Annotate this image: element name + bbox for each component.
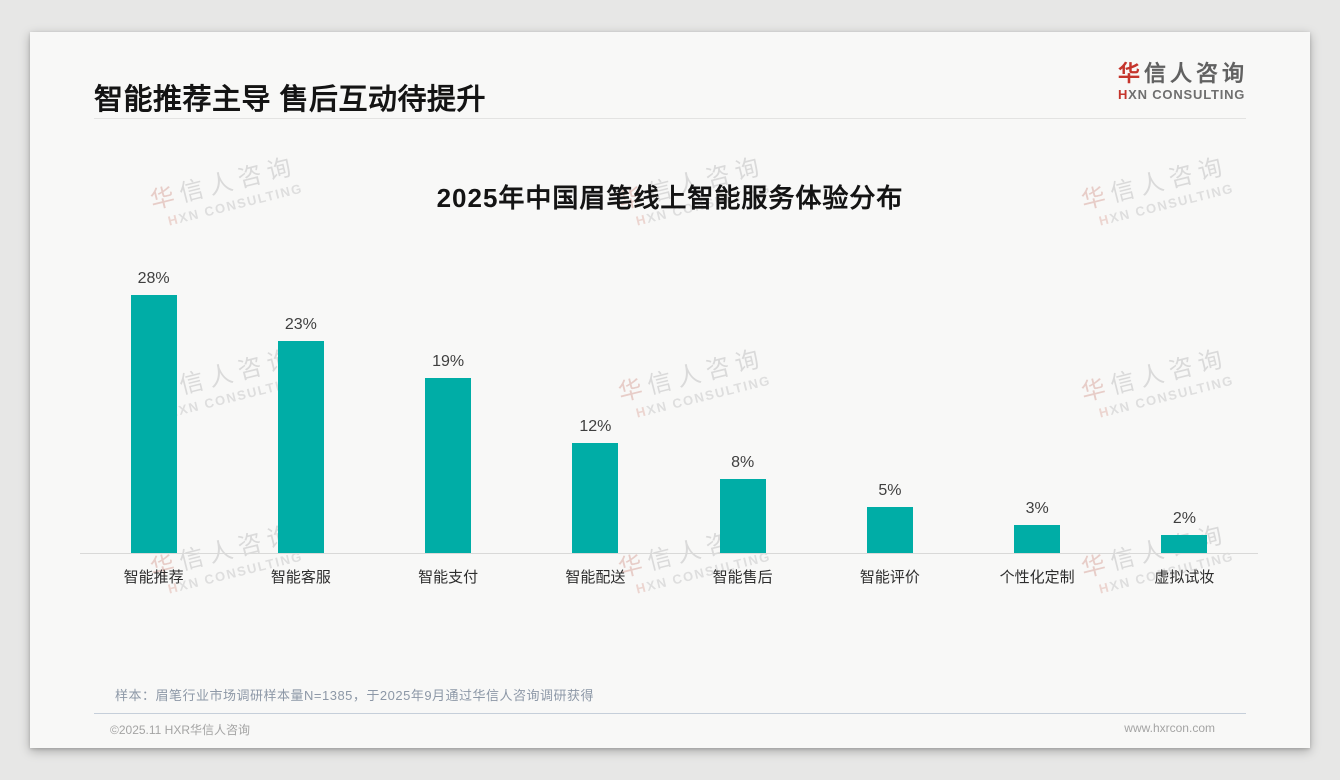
bar-value-label: 12% [579, 417, 612, 435]
brand-logo-english: HXN CONSULTING [1117, 87, 1248, 103]
bar-value-label: 3% [1025, 500, 1049, 518]
category-label: 智能支付 [418, 569, 479, 586]
bar [425, 378, 472, 553]
header-divider [94, 118, 1246, 119]
bar-column: 5% [816, 482, 963, 553]
brand-logo-chinese: 华信人咨询 [1118, 61, 1248, 86]
brand-logo-gray-letters: XN CONSULTING [1128, 87, 1246, 103]
category-label: 智能评价 [859, 569, 920, 586]
bar-column: 3% [964, 500, 1111, 553]
bar-value-label: 28% [137, 270, 170, 288]
category-label: 个性化定制 [999, 569, 1075, 586]
slide-card: 华信人咨询 HXN CONSULTING 华信人咨询 HXN CONSULTING 华信… [30, 32, 1310, 748]
bar-chart: 28% 23% 19% 12% 8% 5% 3% 2% [80, 222, 1258, 553]
category-label: 智能售后 [712, 569, 773, 586]
category-label: 智能推荐 [123, 569, 184, 586]
bar [1014, 525, 1061, 553]
x-axis-line [80, 553, 1258, 554]
bar [572, 442, 619, 553]
brand-logo-red-letter: H [1117, 87, 1129, 103]
bar-column: 19% [375, 353, 522, 553]
brand-logo: 华信人咨询 HXN CONSULTING [1118, 61, 1248, 103]
bar-value-label: 5% [878, 482, 902, 499]
bar-column: 12% [522, 418, 669, 553]
bar-column: 28% [80, 270, 227, 553]
copyright-text: ©2025.11 HXR华信人咨询 [110, 723, 250, 737]
bar-value-label: 19% [432, 353, 465, 371]
bar-column: 23% [227, 316, 374, 553]
bar [866, 507, 913, 553]
x-axis-labels: 智能推荐 智能客服 智能支付 智能配送 智能售后 智能评价 个性化定制 虚拟试妆 [80, 566, 1258, 587]
footer-row: ©2025.11 HXR华信人咨询 www.hxrcon.com [110, 721, 1215, 738]
sample-note: 样本：眉笔行业市场调研样本量N=1385，于2025年9月通过华信人咨询调研获得 [115, 688, 595, 703]
bar [130, 295, 177, 553]
bar [277, 341, 324, 553]
bar-column: 8% [669, 454, 816, 553]
website-text: www.hxrcon.com [1124, 721, 1215, 735]
chart-title: 2025年中国眉笔线上智能服务体验分布 [436, 183, 904, 213]
bar [1161, 534, 1208, 553]
page-title: 智能推荐主导 售后互动待提升 [94, 84, 487, 116]
bar-column: 2% [1111, 510, 1258, 553]
brand-logo-gray-chars: 信人咨询 [1143, 61, 1248, 86]
bar [719, 479, 766, 553]
category-label: 虚拟试妆 [1154, 569, 1215, 586]
bar-value-label: 2% [1172, 509, 1196, 527]
category-label: 智能配送 [565, 569, 626, 586]
bar-value-label: 8% [731, 454, 755, 472]
brand-logo-red-char: 华 [1117, 61, 1144, 86]
footer-divider [94, 713, 1246, 714]
bar-value-label: 23% [284, 316, 317, 334]
category-label: 智能客服 [270, 569, 331, 586]
